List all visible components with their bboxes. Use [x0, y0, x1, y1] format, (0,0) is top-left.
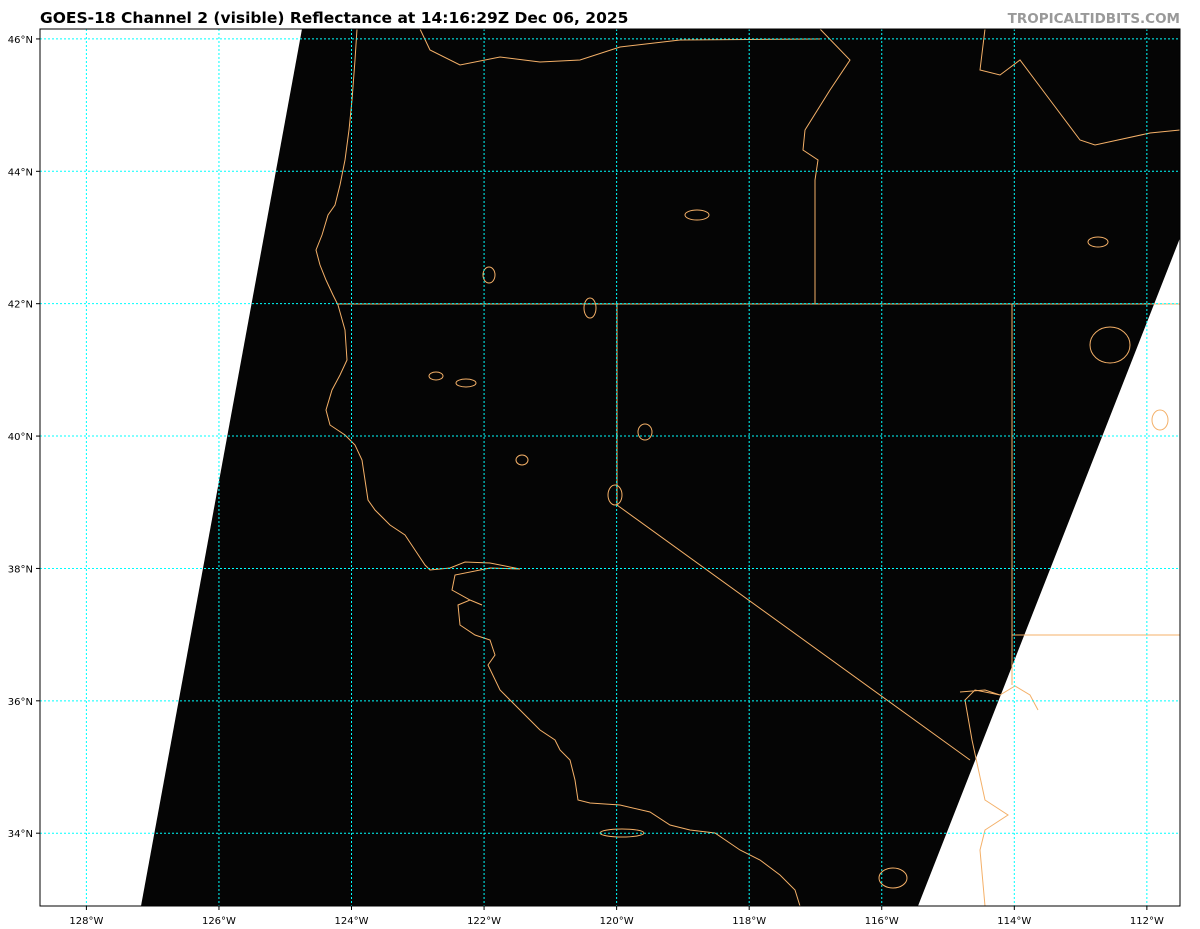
columbia-river [419, 29, 821, 66]
lake [637, 423, 653, 441]
montana-border [979, 29, 1180, 146]
lat-tick-label: 44°N [8, 167, 33, 178]
lake [1087, 236, 1109, 248]
lon-tick-label: 114°W [997, 916, 1031, 927]
lat-tick-label: 36°N [8, 697, 33, 708]
lat-tick-label: 42°N [8, 300, 33, 311]
lon-tick-label: 120°W [600, 916, 634, 927]
lat-tick-label: 34°N [8, 829, 33, 840]
lat-tick-label: 40°N [8, 432, 33, 443]
salton-sea [878, 867, 908, 889]
lon-tick-label: 112°W [1130, 916, 1164, 927]
lake [455, 378, 477, 388]
lon-tick-label: 126°W [202, 916, 236, 927]
lon-tick-label: 118°W [732, 916, 766, 927]
pacific-coastline [315, 29, 801, 906]
lake [515, 454, 529, 466]
lon-tick-label: 116°W [865, 916, 899, 927]
great-salt-lake [1089, 326, 1131, 364]
lake-tahoe [607, 484, 623, 506]
watermark: TROPICALTIDBITS.COM [1007, 11, 1180, 27]
lake [583, 297, 597, 319]
lon-tick-label: 122°W [467, 916, 501, 927]
colorado-river [959, 685, 1039, 906]
lat-tick-label: 46°N [8, 35, 33, 46]
axis-ticks: 128°W 126°W 124°W 122°W 120°W 118°W 116°W 114°W… [8, 35, 1164, 927]
map-frame [39, 28, 1181, 907]
lon-tick-label: 124°W [335, 916, 369, 927]
gridlines [40, 29, 1180, 906]
lat-tick-label: 38°N [8, 564, 33, 575]
satellite-imagery-swath [141, 29, 1180, 906]
map-title: GOES-18 Channel 2 (visible) Reflectance … [40, 9, 629, 27]
lake [482, 266, 496, 284]
lake [684, 209, 710, 221]
lake [428, 371, 444, 381]
lon-tick-label: 128°W [69, 916, 103, 927]
lake [1151, 409, 1169, 431]
idaho-border [802, 29, 851, 304]
